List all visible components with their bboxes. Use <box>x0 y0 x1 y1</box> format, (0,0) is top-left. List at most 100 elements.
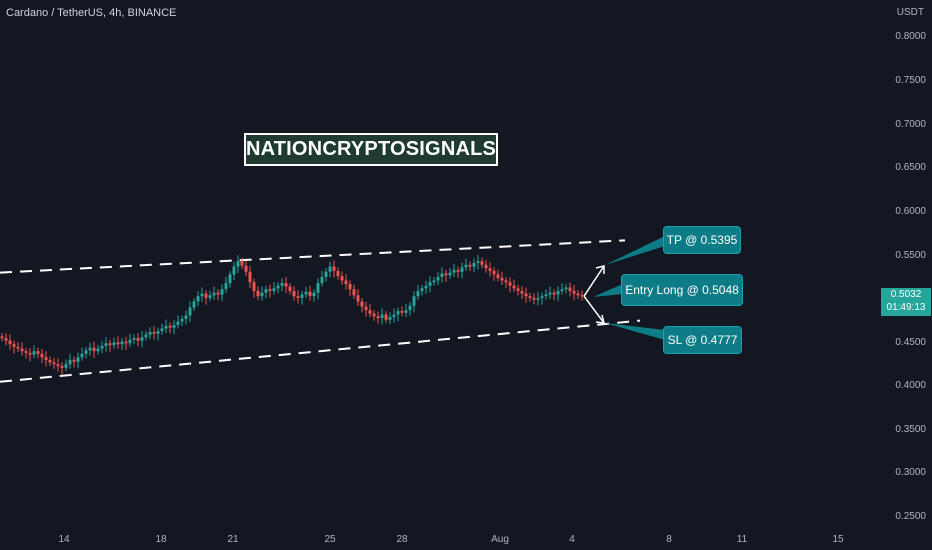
watermark-label: NATIONCRYPTOSIGNALS <box>244 133 498 166</box>
entry-callout[interactable]: Entry Long @ 0.5048 <box>621 274 743 306</box>
price-tick: 0.7000 <box>895 119 926 130</box>
candle-body <box>0 336 4 339</box>
candle-body <box>108 343 112 346</box>
candle-body <box>420 288 424 291</box>
candle-body <box>312 292 316 297</box>
candle-body <box>360 301 364 307</box>
candle-body <box>408 305 412 311</box>
candle-body <box>464 264 468 268</box>
candle-body <box>228 274 232 284</box>
candle-body <box>100 345 104 349</box>
candle-body <box>492 270 496 275</box>
current-price: 0.5032 <box>890 289 922 300</box>
candle-body <box>116 342 120 345</box>
candle-body <box>96 348 100 352</box>
candle-body <box>376 316 380 319</box>
candle-body <box>372 313 376 317</box>
candle-body <box>508 282 512 286</box>
candle-body <box>332 266 336 271</box>
sl-callout-tail <box>605 323 665 340</box>
candle-body <box>412 296 416 306</box>
candle-body <box>72 359 76 362</box>
candle-body <box>224 283 228 290</box>
chart-area[interactable]: Cardano / TetherUS, 4h, BINANCE NATIONCR… <box>0 0 880 530</box>
time-tick: 14 <box>58 534 70 545</box>
candle-body <box>64 364 68 368</box>
candle-body <box>396 311 400 315</box>
channel-lower-line <box>0 319 641 383</box>
price-tick: 0.3500 <box>895 424 926 435</box>
candle-body <box>384 314 388 320</box>
candle-body <box>340 276 344 281</box>
candle-body <box>440 273 444 277</box>
candle-body <box>540 296 544 298</box>
time-tick: Aug <box>491 534 509 545</box>
sl-arrow <box>583 295 605 324</box>
candle-body <box>480 261 484 265</box>
candle-body <box>308 291 312 297</box>
candle-body <box>380 314 384 319</box>
candle-body <box>296 296 300 298</box>
candle-body <box>212 292 216 296</box>
price-tick: 0.6500 <box>895 162 926 173</box>
candle-body <box>52 362 56 365</box>
candle-body <box>112 342 116 346</box>
candle-body <box>60 366 64 368</box>
candle-body <box>80 353 84 358</box>
time-tick: 4 <box>569 534 575 545</box>
candle-body <box>104 343 108 346</box>
candle-body <box>544 294 548 297</box>
candle-body <box>324 271 328 277</box>
candle-body <box>152 331 156 334</box>
candle-body <box>36 351 40 354</box>
candle-body <box>488 268 492 271</box>
candle-body <box>524 293 528 297</box>
time-axis[interactable]: 14 18 21 25 28 Aug 4 8 11 15 <box>0 530 880 550</box>
candle-body <box>44 357 48 360</box>
candle-body <box>476 261 480 264</box>
candle-body <box>432 280 436 283</box>
candle-body <box>32 351 36 355</box>
candle-body <box>124 341 128 344</box>
candle-body <box>336 270 340 277</box>
price-tick: 0.2500 <box>895 511 926 522</box>
candle-body <box>20 348 24 352</box>
candle-body <box>136 338 140 341</box>
candle-body <box>560 289 564 291</box>
candle-body <box>256 290 260 297</box>
candle-body <box>220 289 224 295</box>
candle-body <box>148 331 152 335</box>
candle-body <box>416 290 420 297</box>
time-tick: 11 <box>736 534 748 545</box>
price-axis[interactable]: USDT 0.8000 0.7500 0.7000 0.6500 0.6000 … <box>880 0 932 550</box>
price-tick: 0.4500 <box>895 337 926 348</box>
candle-body <box>532 297 536 300</box>
candle-body <box>48 359 52 363</box>
candle-body <box>172 325 176 328</box>
candle-body <box>268 289 272 291</box>
symbol-title[interactable]: Cardano / TetherUS, 4h, BINANCE <box>6 7 177 19</box>
candle-body <box>208 295 212 298</box>
candle-body <box>352 289 356 296</box>
sl-callout[interactable]: SL @ 0.4777 <box>663 326 742 354</box>
candle-body <box>236 261 240 267</box>
candle-body <box>392 314 396 318</box>
candle-body <box>92 347 96 352</box>
price-tick: 0.5500 <box>895 250 926 261</box>
price-tick: 0.8000 <box>895 31 926 42</box>
candle-body <box>184 315 188 319</box>
candle-body <box>424 285 428 289</box>
tp-callout[interactable]: TP @ 0.5395 <box>663 226 741 254</box>
candle-body <box>404 310 408 313</box>
time-tick: 21 <box>227 534 239 545</box>
candle-body <box>316 283 320 293</box>
candle-body <box>196 296 200 302</box>
candle-body <box>564 287 568 290</box>
candle-body <box>368 310 372 314</box>
candle-body <box>456 270 460 272</box>
price-tick: 0.7500 <box>895 75 926 86</box>
candle-body <box>348 283 352 290</box>
candle-body <box>188 307 192 316</box>
candle-body <box>176 321 180 325</box>
candle-body <box>280 283 284 286</box>
